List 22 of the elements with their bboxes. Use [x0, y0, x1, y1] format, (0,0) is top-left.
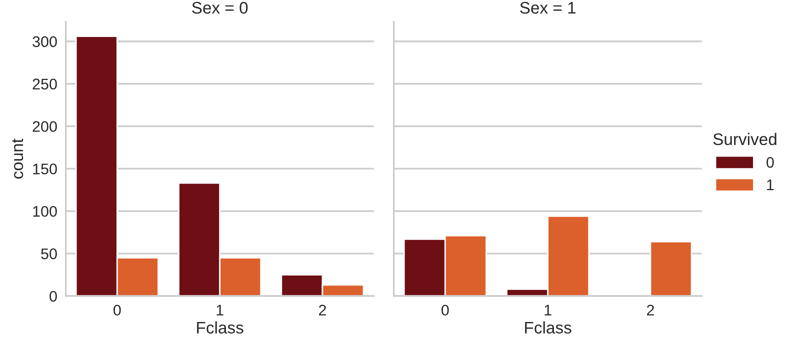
y-tick-label: 250: [32, 78, 57, 90]
x-axis-title: Fclass: [197, 321, 244, 334]
legend-label: 0: [766, 157, 774, 168]
y-tick-label: 50: [41, 248, 57, 260]
y-tick-label: 200: [32, 121, 57, 132]
x-tick-label: 0: [114, 304, 121, 316]
y-tick-label: 150: [33, 164, 57, 174]
x-tick-label: 1: [544, 304, 552, 316]
chart-title: Sex = 0: [192, 2, 248, 14]
x-tick-label: 2: [646, 304, 654, 316]
x-tick-label: 0: [442, 304, 449, 316]
y-tick-label: 100: [33, 206, 57, 217]
x-tick-label: 1: [216, 304, 224, 316]
y-tick-label: 300: [32, 36, 57, 48]
legend-label: 1: [767, 180, 774, 190]
y-axis-title: count: [12, 138, 24, 179]
x-axis-title: Fclass: [525, 321, 572, 334]
y-tick-label: 0: [50, 290, 57, 302]
legend-title: Survived: [713, 132, 776, 146]
x-tick-label: 2: [318, 304, 326, 316]
bar: [650, 240, 692, 296]
chart-title: Sex = 1: [520, 2, 576, 14]
